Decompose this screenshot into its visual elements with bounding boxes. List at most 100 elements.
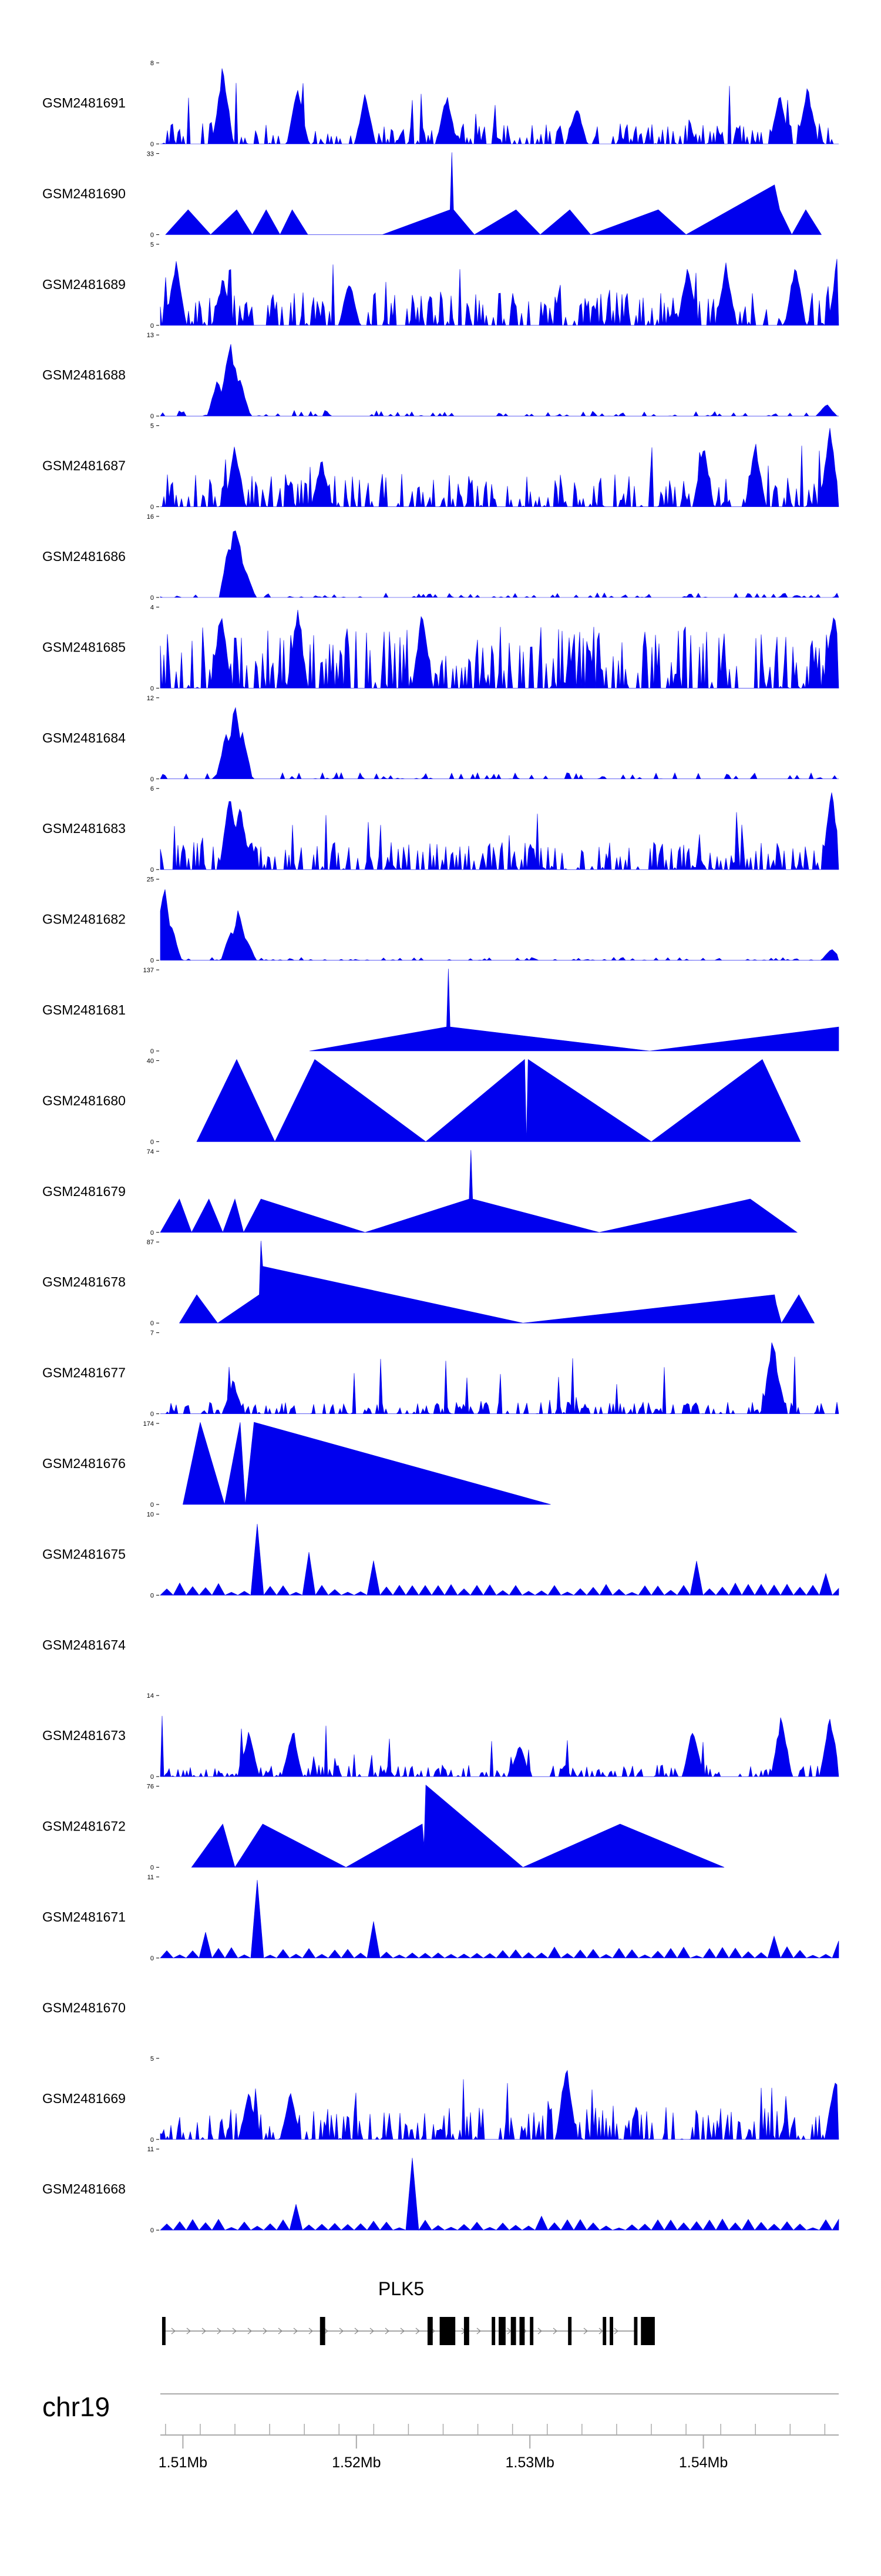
y-max-label: 14: [147, 1692, 154, 1700]
exon: [427, 2317, 433, 2345]
exon: [492, 2317, 496, 2345]
exon: [530, 2317, 534, 2345]
track-label: GSM2481682: [42, 912, 126, 927]
coverage-area: [179, 1241, 815, 1324]
y-min-label: 0: [150, 323, 154, 330]
track-GSM2481690: GSM2481690 33 0: [42, 150, 822, 239]
track-label: GSM2481669: [42, 2091, 126, 2106]
track-label: GSM2481683: [42, 821, 126, 836]
exon: [510, 2317, 516, 2345]
track-GSM2481671: GSM2481671 11 0: [42, 1874, 839, 1962]
track-GSM2481669: GSM2481669 5 0: [42, 2056, 839, 2144]
track-GSM2481676: GSM2481676 174 0: [42, 1420, 551, 1509]
y-min-label: 0: [150, 1865, 154, 1872]
strand-arrow: [247, 2328, 252, 2335]
exon: [634, 2317, 638, 2345]
track-GSM2481680: GSM2481680 40 0: [42, 1057, 801, 1146]
track-GSM2481688: GSM2481688 13 0: [42, 332, 839, 420]
track-GSM2481686: GSM2481686 16 0: [42, 513, 839, 602]
track-label: GSM2481685: [42, 639, 126, 654]
exon: [641, 2317, 655, 2345]
exon: [320, 2317, 325, 2345]
track-GSM2481678: GSM2481678 87 0: [42, 1239, 815, 1327]
track-label: GSM2481687: [42, 458, 126, 473]
strand-arrow: [201, 2328, 206, 2335]
y-min-label: 0: [150, 141, 154, 148]
strand-arrow: [400, 2328, 405, 2335]
strand-arrow: [614, 2328, 618, 2335]
exon: [463, 2317, 469, 2345]
exon: [162, 2317, 166, 2345]
track-label: GSM2481684: [42, 730, 126, 745]
strand-arrow: [217, 2328, 221, 2335]
y-max-label: 10: [147, 1511, 154, 1518]
track-GSM2481675: GSM2481675 10 0: [42, 1511, 839, 1599]
coverage-area: [183, 1422, 551, 1505]
track-GSM2481670: GSM2481670: [42, 2000, 126, 2015]
strand-arrow: [476, 2328, 481, 2335]
strand-arrow: [308, 2328, 313, 2335]
track-GSM2481684: GSM2481684 12 0: [42, 695, 839, 783]
coverage-area: [160, 889, 839, 961]
y-min-label: 0: [150, 1320, 154, 1327]
coverage-area: [160, 610, 839, 689]
track-label: GSM2481679: [42, 1184, 126, 1199]
exon: [568, 2317, 572, 2345]
track-label: GSM2481688: [42, 367, 126, 382]
y-max-label: 5: [150, 241, 154, 248]
coverage-area: [165, 152, 822, 236]
track-label: GSM2481680: [42, 1093, 126, 1108]
y-min-label: 0: [150, 776, 154, 783]
strand-arrow: [354, 2328, 359, 2335]
chromosome-label: chr19: [42, 2392, 110, 2422]
coverage-area: [160, 530, 839, 598]
track-GSM2481679: GSM2481679 74 0: [42, 1148, 798, 1237]
strand-arrow: [583, 2328, 588, 2335]
y-min-label: 0: [150, 1774, 154, 1781]
y-min-label: 0: [150, 231, 154, 239]
coverage-area: [160, 1342, 839, 1415]
track-label: GSM2481677: [42, 1365, 126, 1381]
y-max-label: 33: [147, 150, 154, 157]
y-min-label: 0: [150, 1138, 154, 1146]
track-label: GSM2481691: [42, 95, 126, 110]
y-min-label: 0: [150, 1411, 154, 1418]
exon: [499, 2317, 506, 2345]
y-min-label: 0: [150, 958, 154, 965]
track-GSM2481691: GSM2481691 8 0: [42, 60, 839, 148]
coverage-area: [160, 2158, 839, 2231]
y-max-label: 16: [147, 513, 154, 520]
track-label: GSM2481678: [42, 1274, 126, 1289]
coverage-area: [160, 1150, 798, 1233]
x-tick-label: 1.54Mb: [679, 2454, 728, 2471]
track-label: GSM2481689: [42, 277, 126, 292]
track-label: GSM2481670: [42, 2000, 126, 2015]
coverage-area: [160, 68, 839, 145]
y-max-label: 40: [147, 1057, 154, 1064]
track-GSM2481681: GSM2481681 137 0: [42, 967, 839, 1055]
y-min-label: 0: [150, 1502, 154, 1509]
track-GSM2481677: GSM2481677 7 0: [42, 1330, 839, 1418]
y-min-label: 0: [150, 1230, 154, 1237]
y-min-label: 0: [150, 685, 154, 692]
y-min-label: 0: [150, 2137, 154, 2144]
coverage-area: [160, 344, 839, 417]
y-min-label: 0: [150, 1955, 154, 1962]
y-max-label: 5: [150, 2056, 154, 2063]
strand-arrow: [232, 2328, 237, 2335]
strand-arrow: [324, 2328, 328, 2335]
x-tick-label: 1.52Mb: [332, 2454, 381, 2471]
track-GSM2481674: GSM2481674: [42, 1637, 126, 1653]
y-max-label: 76: [147, 1784, 154, 1791]
y-max-label: 13: [147, 332, 154, 339]
coverage-area: [160, 1524, 839, 1596]
y-min-label: 0: [150, 413, 154, 420]
y-max-label: 11: [147, 2146, 154, 2153]
coverage-area: [196, 1059, 801, 1143]
y-max-label: 174: [143, 1420, 154, 1428]
track-GSM2481687: GSM2481687 5 0: [42, 423, 839, 511]
track-GSM2481668: GSM2481668 11 0: [42, 2146, 839, 2234]
y-max-label: 11: [147, 1874, 154, 1881]
coverage-area: [160, 258, 839, 326]
